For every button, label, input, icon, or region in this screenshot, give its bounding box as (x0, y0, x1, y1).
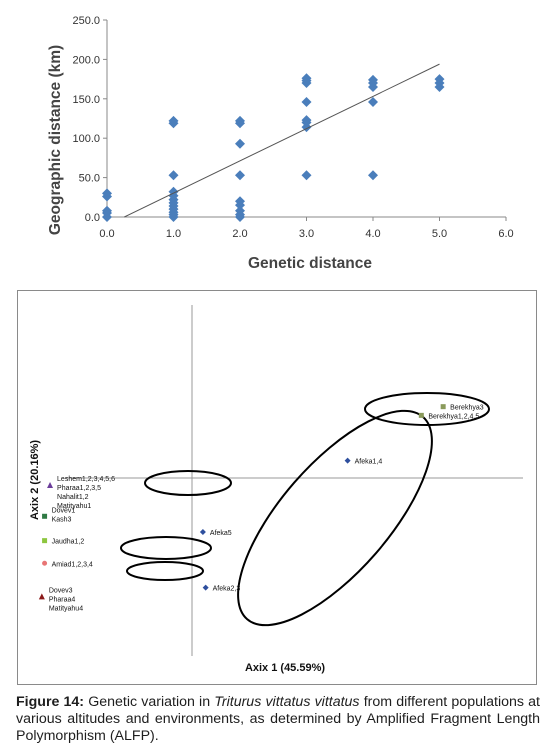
pca-point-label: Matityahu1 (57, 503, 91, 510)
pca-chart-frame: Kash1,2,4Dovev2,4,5Matityahu2,3Nahalit3B… (17, 290, 537, 685)
pca-data-point (440, 404, 446, 410)
chart-data-point (368, 74, 378, 85)
pca-point-label: Berekhya1,2,4,5 (428, 413, 479, 420)
chart-y-tick-label: 150.0 (72, 94, 100, 106)
pca-point-label: Kash3 (52, 516, 72, 523)
chart-data-point (102, 205, 112, 216)
pca-point-label: Dovev3 (49, 587, 73, 594)
chart-data-point (301, 73, 312, 84)
chart-data-point (235, 115, 245, 126)
pca-scatter-chart: Kash1,2,4Dovev2,4,5Matityahu2,3Nahalit3B… (18, 305, 523, 674)
pca-data-point (42, 538, 48, 544)
pca-data-point (42, 560, 48, 566)
pca-data-point (418, 412, 424, 418)
chart-x-tick-label: 2.0 (232, 228, 247, 240)
chart-y-tick-label: 0.0 (85, 212, 100, 224)
figure-caption: Figure 14: Genetic variation in Triturus… (16, 694, 540, 745)
chart-data-point (235, 205, 245, 216)
chart-x-axis-label: Genetic distance (248, 255, 372, 272)
cluster-ellipse-amiad (126, 561, 204, 581)
pca-point-label: Amiad1,2,3,4 (52, 561, 93, 568)
chart-data-point (301, 96, 312, 107)
pca-point-label: Pharaa1,2,3,5 (57, 485, 101, 492)
pca-point-label: Afeka1,4 (355, 459, 383, 466)
pca-data-point (202, 584, 209, 591)
pca-data-point (47, 481, 54, 488)
cluster-ellipse-jaudha (120, 536, 212, 560)
pca-data-point (344, 457, 351, 464)
chart-y-axis-label: Geographic distance (km) (47, 45, 64, 235)
pca-point-label: Pharaa4 (49, 596, 76, 603)
chart-data-point (235, 138, 245, 149)
chart-data-point (102, 188, 112, 199)
chart-y-tick-label: 250.0 (72, 15, 100, 27)
chart-trendline (124, 63, 440, 218)
chart-data-point (368, 96, 378, 107)
pca-point-labels: Kash1,2,4Dovev2,4,5Matityahu2,3Nahalit3B… (18, 334, 484, 612)
pca-point-label: Matityahu4 (49, 605, 83, 612)
chart-x-tick-label: 6.0 (498, 228, 513, 240)
chart-x-tick-label: 4.0 (365, 228, 380, 240)
chart-data-point (301, 170, 312, 181)
pca-data-point (42, 513, 48, 519)
pca-point-label: Jaudha1,2 (52, 539, 85, 546)
chart-x-tick-label: 3.0 (299, 228, 314, 240)
chart-tick-labels: 0.0 50.0 100.0 150.0 200.0 250.0 0.0 1.0 2.0 3.0 4… (72, 15, 513, 240)
pca-data-points (38, 404, 446, 600)
pca-point-label: Afeka2,3 (213, 586, 241, 593)
pca-data-point (38, 593, 45, 600)
figure-caption-species: Triturus vittatus vittatus (214, 694, 360, 710)
chart-data-point (168, 170, 179, 181)
pca-point-label: Nahalit1,2 (57, 494, 89, 501)
cluster-ellipse-berekhya (364, 392, 490, 426)
chart-data-point (235, 170, 245, 181)
chart-y-tick-label: 200.0 (72, 54, 100, 66)
chart-x-tick-label: 1.0 (166, 228, 181, 240)
pca-data-point (199, 528, 206, 535)
cluster-ellipse-leshem (144, 470, 232, 496)
chart-data-point (368, 170, 378, 181)
chart-data-point (434, 74, 445, 85)
figure-caption-text-2: from different populations at various al… (16, 694, 540, 744)
pca-y-axis-label: Axix 2 (20.16%) (29, 440, 41, 520)
chart-x-tick-label: 5.0 (432, 228, 447, 240)
figure-caption-label: Figure 14: (16, 694, 85, 710)
cluster-ellipse-afeka (237, 409, 433, 627)
chart-y-tick-label: 100.0 (72, 133, 100, 145)
chart-data-point (168, 115, 179, 126)
chart-data-point (301, 115, 312, 126)
genetic-vs-geographic-scatter-chart: 0.0 50.0 100.0 150.0 200.0 250.0 0.0 1.0 2.0 3.0 4… (47, 15, 514, 272)
pca-point-label: Berekhya3 (450, 405, 484, 412)
chart-data-point (235, 196, 245, 207)
chart-data-points (102, 73, 445, 222)
pca-point-label: Afeka5 (210, 530, 232, 537)
figure-caption-text-1: Genetic variation in (84, 694, 215, 710)
chart-y-tick-label: 50.0 (79, 173, 100, 185)
pca-x-axis-label: Axix 1 (45.59%) (245, 662, 325, 674)
chart-x-tick-label: 0.0 (99, 228, 114, 240)
pca-point-label: Leshem1,2,3,4,5,6 (57, 476, 115, 483)
pca-point-label: Dovev1 (52, 507, 76, 514)
pca-cluster-ellipses (120, 392, 490, 627)
